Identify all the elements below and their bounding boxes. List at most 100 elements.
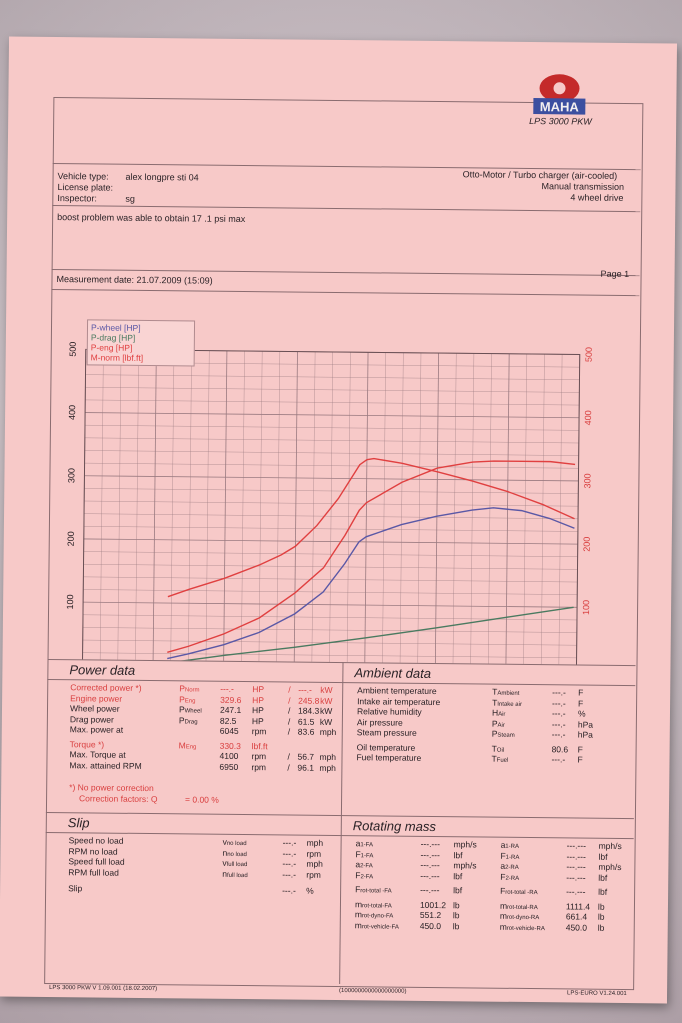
rot-rear-unit: lb [597,922,605,933]
power-row-value-2: 96.1 [297,762,315,773]
grid-line-x [470,353,475,666]
rot-front-value: 450.0 [419,920,442,931]
ambient-row-unit: % [577,708,586,719]
power-row-symbol: PEng [179,693,196,705]
grid-line-x [488,353,492,666]
power-row-value-1: 6045 [219,725,239,736]
grid-line-x [434,353,440,666]
grid-line-x [188,350,192,666]
symbol-subscript: rot-dyno-RA [506,914,540,922]
rot-rear-value: ---.--- [566,861,586,872]
rot-front-unit: lbf [453,870,463,881]
rot-rear-symbol: F1-RA [500,850,520,861]
grid-line-x [311,351,316,666]
series-line-1 [167,606,574,664]
symbol-subscript: rot-total-FA [362,902,392,910]
ambient-row-value: ---.- [551,729,566,740]
rot-rear-value: 450.0 [565,921,588,933]
ambient-row-unit: F [577,744,583,755]
plot-border [81,348,581,666]
grid-line-y [84,500,579,507]
symbol-subscript: 2-FA [360,873,374,880]
slip-row-label: Speed full load [68,856,125,867]
vehicle-type-label: Vehicle type: [57,171,109,182]
correction-factors-value: = 0.00 % [185,794,219,805]
symbol-subscript: 1-FA [360,852,374,859]
slip-row-symbol: vfull load [222,857,248,869]
power-row-symbol: PWheel [178,704,202,715]
footer-software-version: LPS 3000 PKW V 1.09.001 (18.02.2007) [49,985,158,993]
power-row-unit-2: kW [319,705,333,716]
product-name: LPS 3000 PKW [529,115,592,127]
slip-row-label: Speed no load [68,835,124,846]
power-data-title: Power data [69,662,136,678]
footer-firmware: LPS-EURO V1.24.001 [567,990,627,998]
engine-type: Otto-Motor / Turbo charger (air-cooled) [462,169,618,181]
power-row-separator: / [287,715,291,727]
rot-front-symbol: Frot-total -FA [355,884,392,895]
rot-rear-value: ---.--- [566,840,587,851]
series-line-3 [167,457,575,598]
rot-front-value: ---.--- [420,884,440,896]
power-row-label: Engine power [70,692,123,704]
slip-row-value: ---.- [282,885,296,896]
symbol-subscript: full load [226,861,248,869]
symbol-subscript: rot-vehicle-RA [506,925,545,932]
symbol-subscript: Oil [496,747,505,754]
power-row-label: Max. Torque at [69,749,126,760]
rot-rear-unit: mph/s [598,861,622,872]
rot-rear-value: 1111.4 [565,900,591,912]
power-row-unit-2: mph [319,726,337,737]
grid-line-x [241,351,245,666]
grid-line-x [205,350,210,666]
grid-line-x [99,349,104,666]
grid-line-y [84,425,579,431]
ambient-row-label: Intake air temperature [357,695,441,707]
correction-note: *) No power correction [69,782,154,794]
slip-row-symbol: nno load [222,847,247,858]
slip-row-unit: rpm [306,869,321,880]
grid-line-y [83,526,578,532]
grid-line-x [223,350,228,666]
ambient-row-value: ---.- [552,687,566,698]
symbol-subscript: rot-vehicle-FA [361,923,399,931]
power-row-unit-2: mph [319,762,337,773]
rot-front-value: ---.--- [420,859,440,871]
ambient-row-symbol: TIntake air [492,697,523,708]
rotating-mass-title: Rotating mass [352,818,436,835]
symbol-subscript: Drag [184,718,198,726]
grid-line-y [83,551,578,557]
rot-front-unit: lbf [453,885,463,896]
slip-row-value: ---.- [282,837,297,848]
grid-line-y [84,513,579,520]
inspector-label: Inspector: [57,193,97,204]
power-row-unit-1: rpm [251,761,267,772]
symbol-subscript: 2-RA [505,864,519,871]
rot-rear-unit: lbf [598,886,608,897]
grid-line-y [83,601,578,608]
rot-rear-value: ---.--- [566,850,586,862]
ambient-row-label: Steam pressure [356,727,417,738]
ambient-row-symbol: TAmbient [492,686,520,697]
rot-front-symbol: mrot-vehicle-FA [354,919,399,931]
grid-line-x [170,350,175,666]
inspector-value: sg [125,193,135,204]
ambient-row-label: Relative humidity [356,706,422,717]
rot-front-value: 1001.2 [419,899,447,910]
slip-row-value: ---.- [282,847,297,859]
rot-front-value: ---.--- [420,838,441,850]
power-row-label: Wheel power [69,703,120,714]
power-row-label: Drag power [69,713,114,725]
ambient-row-value: ---.- [552,697,566,708]
grid-line-y [83,564,578,570]
transmission: Manual transmission [541,181,625,192]
rot-rear-symbol: a2-RA [500,860,519,871]
ambient-row-label: Fuel temperature [356,752,422,763]
grid-line-x [364,352,369,666]
symbol-subscript: rot-total-RA [507,904,538,911]
power-row-separator: / [287,761,290,773]
grid-line-x [117,349,122,666]
slip-row-symbol: vno load [222,836,247,848]
ambient-row-symbol: TOil [491,743,505,754]
power-row-unit-1: lbf.ft [251,740,268,751]
